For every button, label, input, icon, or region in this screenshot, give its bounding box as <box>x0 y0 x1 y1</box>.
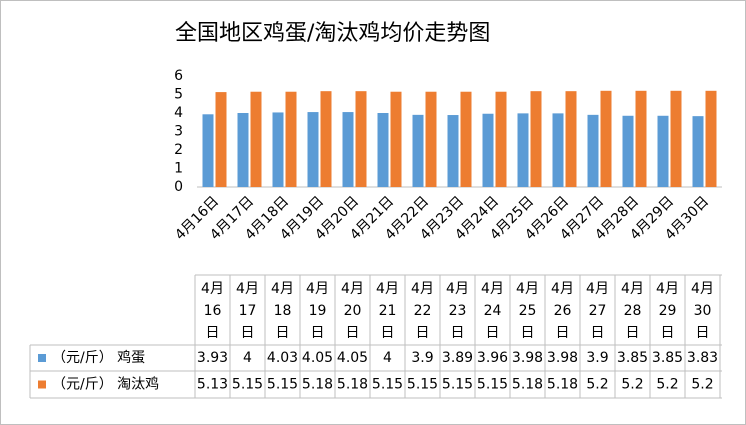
bar <box>705 90 717 187</box>
table-value: 5.15 <box>372 377 403 393</box>
table-value: 5.15 <box>407 377 438 393</box>
table-value: 5.18 <box>512 377 543 393</box>
y-tick-label: 4 <box>174 105 183 121</box>
bar <box>482 113 494 187</box>
bar <box>692 116 704 187</box>
table-header: 4月23日 <box>446 281 469 341</box>
table-value: 3.9 <box>586 350 608 366</box>
bar <box>377 113 389 187</box>
bar <box>355 91 367 187</box>
table-value: 4 <box>243 350 252 366</box>
table-header: 4月21日 <box>376 281 399 341</box>
table-header: 4月25日 <box>516 281 539 341</box>
table-header: 4月20日 <box>341 281 364 341</box>
legend-label: （元/斤） 淘汰鸡 <box>52 376 159 393</box>
bar <box>285 91 297 187</box>
bar <box>657 115 669 187</box>
bar <box>202 114 214 187</box>
bar <box>587 114 599 187</box>
bar <box>622 115 634 187</box>
table-header: 4月19日 <box>306 281 329 341</box>
table-value: 5.2 <box>691 377 713 393</box>
table-header: 4月29日 <box>656 281 679 341</box>
table-value: 5.15 <box>267 377 298 393</box>
table-header: 4月17日 <box>236 281 259 341</box>
table-value: 4 <box>383 350 392 366</box>
bar <box>425 91 437 187</box>
y-tick-label: 1 <box>174 161 183 177</box>
bar <box>342 112 354 187</box>
bar <box>460 91 472 187</box>
table-value: 3.93 <box>197 350 228 366</box>
y-tick-label: 2 <box>174 142 183 158</box>
bar <box>272 112 284 187</box>
table-value: 3.98 <box>512 350 543 366</box>
table-value: 3.85 <box>652 350 683 366</box>
table-value: 5.18 <box>337 377 368 393</box>
table-value: 5.15 <box>442 377 473 393</box>
table-value: 5.2 <box>656 377 678 393</box>
bar <box>495 91 507 187</box>
table-value: 5.18 <box>547 377 578 393</box>
table-value: 3.96 <box>477 350 508 366</box>
y-tick-label: 3 <box>174 124 183 140</box>
table-header: 4月18日 <box>271 281 294 341</box>
bar <box>320 91 332 187</box>
bar <box>530 91 542 187</box>
chart-title: 全国地区鸡蛋/淘汰鸡均价走势图 <box>175 21 490 46</box>
table-value: 5.15 <box>477 377 508 393</box>
y-tick-label: 6 <box>174 68 183 84</box>
bar <box>412 114 424 187</box>
table-header: 4月22日 <box>411 281 434 341</box>
bar <box>600 90 612 187</box>
legend-swatch <box>38 354 46 362</box>
bar <box>237 113 249 187</box>
table-header: 4月28日 <box>621 281 644 341</box>
table-value: 4.03 <box>267 350 298 366</box>
bar <box>635 90 647 187</box>
table-header: 4月16日 <box>201 281 224 341</box>
bar <box>670 90 682 187</box>
table-value: 5.13 <box>197 377 228 393</box>
table-value: 3.9 <box>411 350 433 366</box>
legend-label: （元/斤） 鸡蛋 <box>52 349 145 366</box>
bar <box>565 91 577 187</box>
table-value: 5.2 <box>586 377 608 393</box>
table-value: 3.85 <box>617 350 648 366</box>
table-value: 5.15 <box>232 377 263 393</box>
table-header: 4月26日 <box>551 281 574 341</box>
bar <box>552 113 564 187</box>
table-value: 5.18 <box>302 377 333 393</box>
legend-swatch <box>38 380 46 389</box>
table-value: 3.83 <box>687 350 718 366</box>
y-tick-label: 5 <box>174 87 183 103</box>
bar <box>250 91 262 187</box>
table-header: 4月30日 <box>691 281 714 341</box>
table-value: 3.89 <box>442 350 473 366</box>
table-value: 3.98 <box>547 350 578 366</box>
y-tick-label: 0 <box>174 179 183 195</box>
table-value: 4.05 <box>337 350 368 366</box>
table-header: 4月27日 <box>586 281 609 341</box>
bar <box>307 112 319 187</box>
table-header: 4月24日 <box>481 281 504 341</box>
bar <box>517 113 529 187</box>
bar <box>447 115 459 187</box>
bar <box>215 92 227 187</box>
table-value: 5.2 <box>621 377 643 393</box>
bar <box>390 91 402 187</box>
table-value: 4.05 <box>302 350 333 366</box>
